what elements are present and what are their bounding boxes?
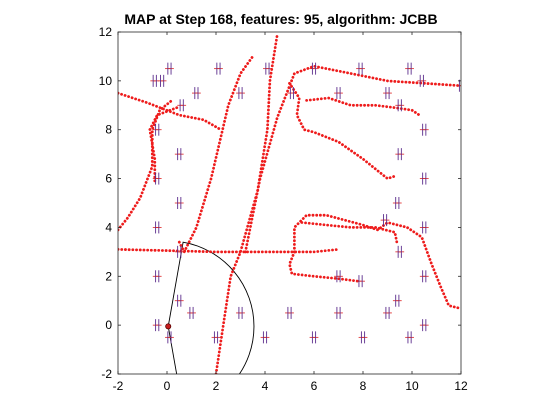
trajectory-line-12 [300, 221, 399, 246]
landmark-marker [211, 331, 221, 344]
landmark-marker [157, 74, 167, 87]
landmark-marker [356, 62, 365, 75]
landmark-marker [260, 331, 270, 344]
landmark-marker [392, 294, 402, 307]
x-axis-ticks: -2 0 2 4 6 8 10 12 [113, 32, 468, 393]
landmark-marker [417, 74, 427, 87]
landmark-marker [395, 245, 405, 258]
y-tick-label: 10 [99, 74, 113, 88]
landmark-marker [383, 306, 392, 319]
landmark-marker [383, 87, 392, 100]
landmark-marker [285, 306, 294, 319]
landmark-marker [334, 87, 343, 100]
landmark-marker [152, 123, 162, 136]
landmark-marker [165, 331, 174, 344]
landmark-marker [263, 62, 272, 75]
x-tick-label: 10 [405, 379, 419, 393]
trajectory-line-9 [305, 96, 421, 117]
landmark-marker [174, 197, 184, 209]
landmark-marker [177, 99, 187, 112]
y-tick-label: 4 [105, 220, 112, 234]
landmark-marker [187, 306, 196, 319]
landmark-marker [174, 294, 184, 307]
landmark-marker [358, 331, 368, 344]
landmark-marker [152, 221, 162, 234]
landmark-layer [150, 62, 461, 344]
landmark-marker [236, 87, 245, 100]
landmark-marker [309, 62, 319, 75]
landmark-marker [405, 62, 414, 75]
landmark-marker [174, 148, 184, 161]
robot-layer [165, 323, 172, 330]
y-tick-label: 12 [99, 25, 113, 39]
x-tick-label: 4 [262, 379, 269, 393]
trajectory-layer [118, 33, 461, 374]
landmark-marker [192, 87, 201, 100]
trajectory-line-8 [288, 81, 397, 180]
landmark-marker [405, 331, 414, 344]
landmark-marker [395, 99, 405, 112]
landmark-marker [419, 172, 429, 185]
landmark-marker [356, 275, 365, 288]
y-axis-ticks: -2 0 2 4 6 8 10 12 [99, 25, 461, 381]
landmark-marker [287, 87, 297, 100]
landmark-marker [152, 319, 162, 332]
trajectory-line-10 [288, 250, 360, 283]
landmark-marker [152, 172, 162, 185]
landmark-marker [395, 148, 405, 161]
x-tick-label: 0 [164, 379, 171, 393]
landmark-marker [236, 306, 245, 319]
landmark-marker [334, 306, 343, 319]
y-tick-label: 8 [105, 123, 112, 137]
landmark-marker [419, 319, 429, 332]
robot-position-marker [165, 323, 172, 330]
trajectory-line-11 [293, 213, 460, 310]
y-tick-label: 2 [105, 269, 112, 283]
landmark-marker [152, 270, 162, 283]
y-tick-label: 0 [105, 318, 112, 332]
chart-title: MAP at Step 168, features: 95, algorithm… [124, 11, 437, 27]
y-tick-label: -2 [101, 367, 112, 381]
trajectory-line-6 [214, 33, 279, 374]
landmark-marker [380, 214, 390, 227]
plot-border [117, 31, 462, 375]
landmark-marker [392, 197, 402, 209]
landmark-marker [419, 270, 429, 283]
x-tick-label: 12 [454, 379, 468, 393]
landmark-marker [214, 62, 223, 75]
landmark-marker [419, 221, 429, 234]
y-tick-label: 6 [105, 172, 112, 186]
landmark-marker [174, 245, 184, 258]
landmark-marker [309, 331, 319, 344]
x-tick-label: 8 [360, 379, 367, 393]
landmark-marker [334, 270, 343, 283]
trajectory-line-3 [148, 106, 179, 185]
trajectory-line-7 [244, 64, 461, 254]
landmark-marker [165, 62, 174, 75]
trajectory-line-1 [118, 99, 174, 232]
x-tick-label: -2 [113, 379, 124, 393]
x-tick-label: 6 [311, 379, 318, 393]
landmark-marker [419, 123, 429, 136]
x-tick-label: 2 [213, 379, 220, 393]
trajectory-line-2 [118, 91, 223, 132]
